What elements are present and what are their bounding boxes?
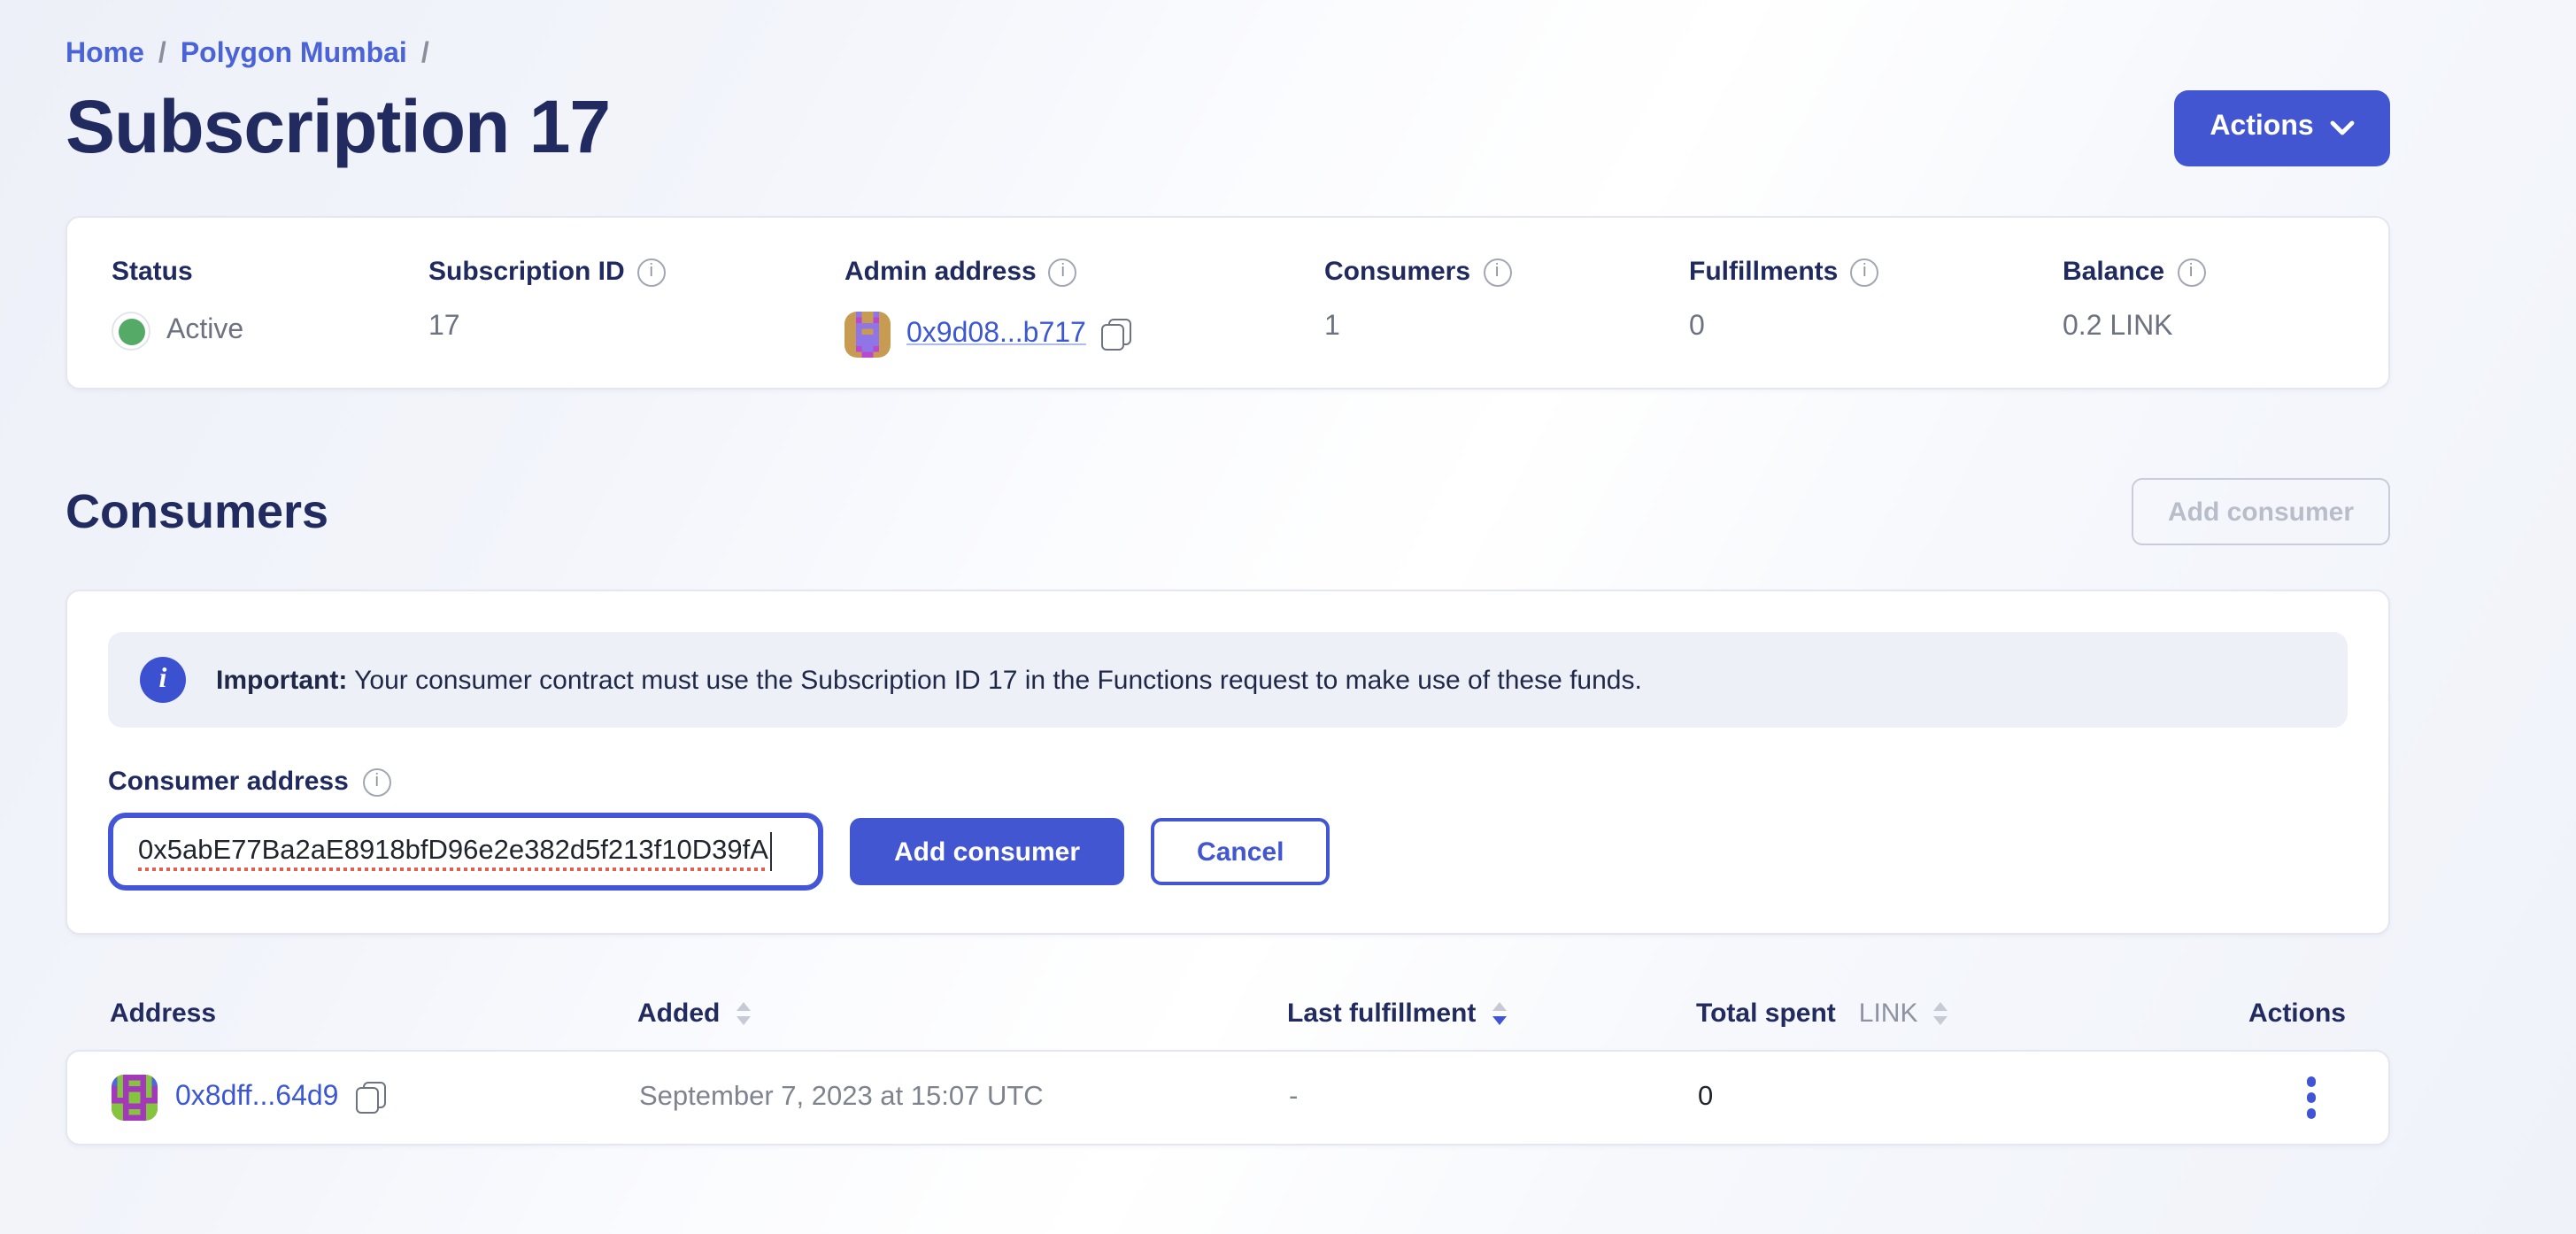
stat-status-label: Status	[112, 257, 193, 287]
column-header-address: Address	[110, 999, 637, 1029]
sort-icon[interactable]	[1933, 1002, 1948, 1025]
subscription-page: Home / Polygon Mumbai / Subscription 17 …	[66, 0, 2390, 1145]
consumer-address-cell: 0x8dff...64d9	[112, 1075, 639, 1121]
breadcrumb-home-link[interactable]: Home	[66, 39, 144, 69]
kebab-menu-icon[interactable]	[2299, 1070, 2323, 1126]
column-header-total-spent-label: Total spent	[1696, 999, 1836, 1029]
text-caret	[769, 832, 773, 871]
consumers-count: 1	[1324, 312, 1340, 342]
stat-consumers: Consumers i 1	[1324, 257, 1689, 388]
info-icon[interactable]: i	[362, 767, 391, 796]
stat-admin-address: Admin address i 0x9d08...b717	[845, 257, 1324, 388]
last-fulfillment-cell: -	[1289, 1082, 1299, 1112]
add-consumer-card: i Important: Your consumer contract must…	[66, 590, 2390, 935]
add-consumer-submit-button[interactable]: Add consumer	[850, 818, 1125, 885]
add-consumer-button-disabled[interactable]: Add consumer	[2132, 478, 2390, 545]
chevron-down-icon	[2330, 120, 2355, 135]
table-row: 0x8dff...64d9 September 7, 2023 at 15:07…	[66, 1050, 2390, 1145]
stat-subscription-id-label: Subscription ID	[428, 257, 625, 287]
breadcrumb-network-link[interactable]: Polygon Mumbai	[180, 39, 407, 69]
consumer-address-label: Consumer address i	[108, 767, 2348, 797]
row-actions-cell	[2126, 1070, 2344, 1126]
consumers-section-header: Consumers Add consumer	[66, 478, 2390, 545]
column-header-total-spent-unit: LINK	[1858, 999, 1918, 1029]
stat-fulfillments: Fulfillments i 0	[1689, 257, 2063, 388]
status-badge: Active	[166, 315, 244, 345]
subscription-id-value: 17	[428, 312, 460, 342]
consumer-address-input[interactable]: 0x5abE77Ba2aE8918bfD96e2e382d5f213f10D39…	[108, 813, 823, 891]
added-cell: September 7, 2023 at 15:07 UTC	[639, 1082, 1044, 1112]
column-header-last-fulfillment-label: Last fulfillment	[1287, 999, 1477, 1029]
info-icon[interactable]: i	[1850, 258, 1879, 286]
consumer-avatar	[112, 1075, 158, 1121]
column-header-total-spent[interactable]: Total spent LINK	[1696, 999, 2125, 1029]
breadcrumb-separator: /	[158, 39, 166, 69]
page-title: Subscription 17	[66, 85, 611, 168]
stat-consumers-label: Consumers	[1324, 257, 1471, 287]
consumer-address-value: 0x5abE77Ba2aE8918bfD96e2e382d5f213f10D39…	[138, 836, 768, 866]
breadcrumb: Home / Polygon Mumbai /	[66, 0, 2390, 71]
stat-balance: Balance i 0.2 LINK	[2063, 257, 2344, 388]
subscription-stats-card: Status Active Subscription ID i 17 Admin…	[66, 216, 2390, 389]
admin-avatar	[845, 312, 891, 358]
breadcrumb-separator: /	[420, 39, 429, 69]
info-circle-icon: i	[140, 657, 186, 703]
column-header-actions-label: Actions	[2248, 999, 2346, 1029]
consumer-address-form: 0x5abE77Ba2aE8918bfD96e2e382d5f213f10D39…	[108, 813, 2348, 891]
column-header-address-label: Address	[110, 999, 217, 1029]
stat-admin-address-label: Admin address	[845, 257, 1037, 287]
stat-fulfillments-label: Fulfillments	[1689, 257, 1839, 287]
stat-status: Status Active	[112, 257, 428, 388]
consumer-address-link[interactable]: 0x8dff...64d9	[175, 1082, 339, 1112]
column-header-added-label: Added	[637, 999, 721, 1029]
sort-icon[interactable]	[736, 1002, 751, 1025]
info-icon[interactable]: i	[636, 258, 666, 286]
column-header-actions: Actions	[2125, 999, 2346, 1029]
consumers-table-header: Address Added Last fulfillment Total spe…	[66, 999, 2390, 1029]
admin-address-link[interactable]: 0x9d08...b717	[906, 319, 1086, 349]
status-active-icon	[112, 312, 150, 351]
column-header-added[interactable]: Added	[637, 999, 1287, 1029]
consumer-address-label-text: Consumer address	[108, 767, 349, 797]
actions-button-label: Actions	[2210, 112, 2314, 142]
total-spent-cell: 0	[1698, 1082, 1714, 1112]
balance-value: 0.2 LINK	[2063, 312, 2173, 342]
fulfillments-count: 0	[1689, 312, 1705, 342]
banner-text-body: Your consumer contract must use the Subs…	[347, 665, 1642, 695]
important-banner: i Important: Your consumer contract must…	[108, 632, 2348, 728]
actions-button[interactable]: Actions	[2174, 89, 2390, 166]
column-header-last-fulfillment[interactable]: Last fulfillment	[1287, 999, 1696, 1029]
info-icon[interactable]: i	[1048, 258, 1077, 286]
stat-balance-label: Balance	[2063, 257, 2165, 287]
info-icon[interactable]: i	[2177, 258, 2206, 286]
stat-subscription-id: Subscription ID i 17	[428, 257, 845, 388]
copy-icon[interactable]	[356, 1082, 387, 1114]
info-icon[interactable]: i	[1483, 258, 1512, 286]
page-header: Subscription 17 Actions	[66, 85, 2390, 170]
banner-text-bold: Important:	[216, 665, 348, 695]
consumers-section-title: Consumers	[66, 484, 329, 537]
cancel-button[interactable]: Cancel	[1151, 818, 1330, 885]
sort-icon-active-desc[interactable]	[1492, 1002, 1507, 1025]
copy-icon[interactable]	[1101, 319, 1132, 351]
banner-text: Important: Your consumer contract must u…	[216, 665, 1642, 695]
